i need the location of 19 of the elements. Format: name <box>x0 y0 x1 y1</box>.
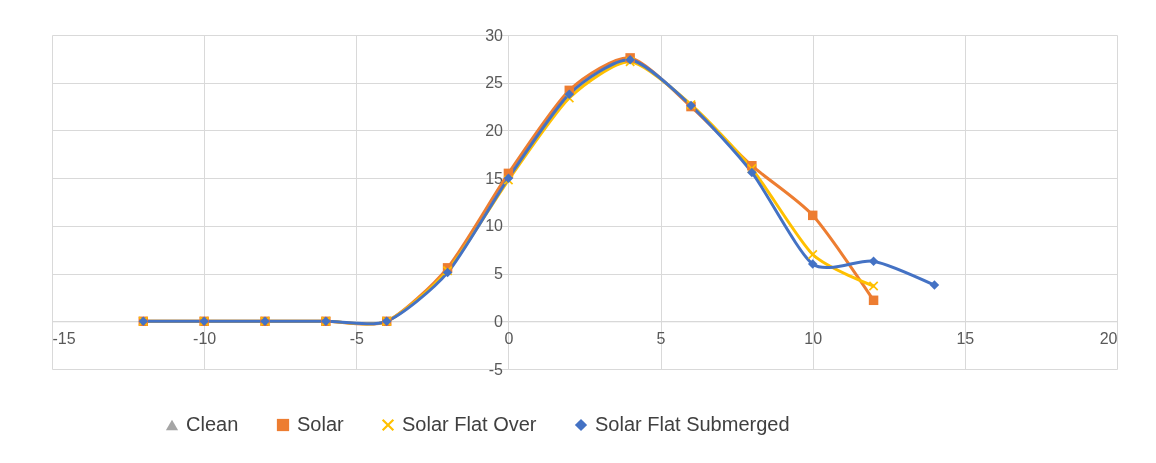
y-tick-label: 25 <box>485 74 504 92</box>
legend-label: Solar <box>297 413 345 435</box>
y-tick-label: 15 <box>485 169 504 187</box>
y-tick-label: 30 <box>485 26 504 44</box>
x-tick-label: 20 <box>1099 329 1118 347</box>
x-tick-label: 5 <box>656 329 666 347</box>
legend-label: Clean <box>186 413 239 435</box>
y-tick-label: 0 <box>494 312 504 330</box>
legend-label: Solar Flat Submerged <box>595 413 790 435</box>
x-tick-label: -15 <box>52 329 76 347</box>
y-tick-label: 5 <box>494 265 504 283</box>
x-tick-label: 10 <box>804 329 823 347</box>
legend-label: Solar Flat Over <box>402 413 537 435</box>
x-tick-label: -10 <box>193 329 217 347</box>
y-tick-label: 20 <box>485 121 504 139</box>
x-tick-label: -5 <box>349 329 364 347</box>
y-tick-label: 10 <box>485 217 504 235</box>
x-tick-label: 15 <box>956 329 975 347</box>
y-tick-label: -5 <box>488 360 504 378</box>
